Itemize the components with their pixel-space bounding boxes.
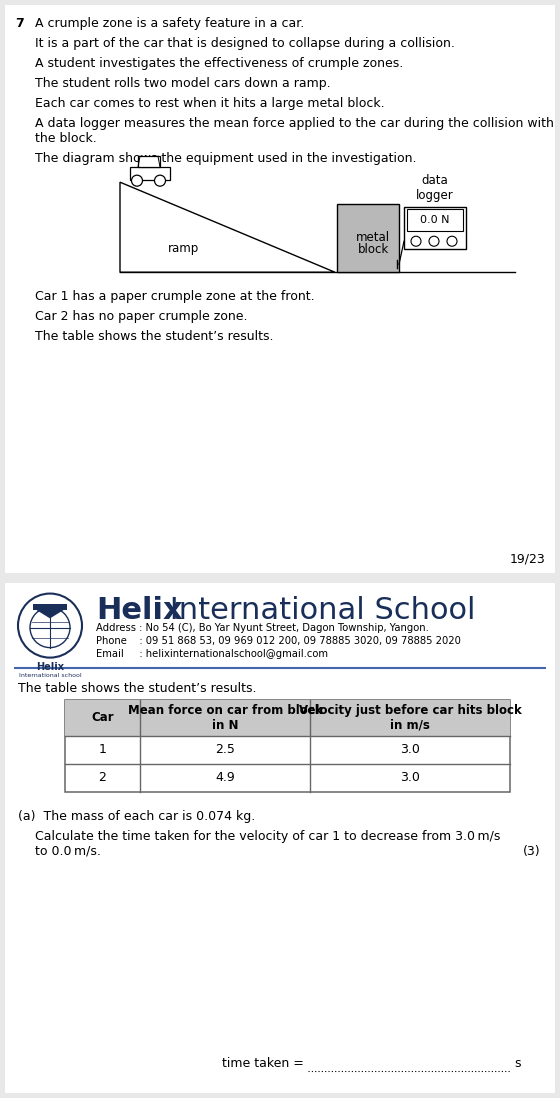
Text: A crumple zone is a safety feature in a car.: A crumple zone is a safety feature in a …	[35, 16, 304, 30]
Bar	[407, 210, 463, 232]
Circle shape	[132, 176, 142, 187]
Text: Address : No 54 (C), Bo Yar Nyunt Street, Dagon Township, Yangon.: Address : No 54 (C), Bo Yar Nyunt Street…	[96, 623, 429, 632]
Text: 19/23: 19/23	[509, 552, 545, 565]
Bar	[33, 604, 67, 609]
Text: Car: Car	[91, 712, 114, 725]
Bar	[138, 156, 160, 167]
Polygon shape	[37, 609, 63, 617]
Text: Car 1 has a paper crumple zone at the front.: Car 1 has a paper crumple zone at the fr…	[35, 290, 315, 303]
Text: 2: 2	[99, 771, 106, 784]
Circle shape	[30, 607, 70, 648]
Text: the block.: the block.	[35, 132, 97, 145]
Text: block: block	[358, 244, 389, 256]
Text: Email     : helixinternationalschool@gmail.com: Email : helixinternationalschool@gmail.c…	[96, 649, 328, 659]
Text: (a)  The mass of each car is 0.074 kg.: (a) The mass of each car is 0.074 kg.	[18, 809, 255, 822]
Text: International School: International School	[160, 595, 475, 625]
Text: Calculate the time taken for the velocity of car 1 to decrease from 3.0 m/s: Calculate the time taken for the velocit…	[35, 830, 501, 843]
Text: data
logger: data logger	[416, 175, 454, 202]
Text: metal: metal	[356, 232, 390, 244]
Circle shape	[411, 236, 421, 246]
Polygon shape	[120, 182, 335, 272]
Text: It is a part of the car that is designed to collapse during a collision.: It is a part of the car that is designed…	[35, 37, 455, 51]
Text: Each car comes to rest when it hits a large metal block.: Each car comes to rest when it hits a la…	[35, 97, 385, 110]
Text: The table shows the student’s results.: The table shows the student’s results.	[18, 682, 256, 695]
Bar	[65, 699, 510, 792]
Text: s: s	[514, 1057, 520, 1069]
Text: 3.0: 3.0	[400, 771, 420, 784]
Text: 7: 7	[15, 16, 24, 30]
Text: A student investigates the effectiveness of crumple zones.: A student investigates the effectiveness…	[35, 57, 403, 70]
Text: 0.0 N: 0.0 N	[420, 215, 450, 225]
Text: to 0.0 m/s.: to 0.0 m/s.	[35, 844, 101, 858]
Bar	[65, 699, 510, 736]
Text: 2.5: 2.5	[215, 743, 235, 757]
Text: Mean force on car from block
in N: Mean force on car from block in N	[128, 704, 322, 731]
Text: The table shows the student’s results.: The table shows the student’s results.	[35, 330, 273, 344]
Text: International school: International school	[18, 673, 81, 677]
Text: time taken =: time taken =	[222, 1057, 308, 1069]
Text: ramp: ramp	[168, 243, 199, 255]
Text: Helix: Helix	[96, 595, 183, 625]
Bar	[130, 167, 170, 180]
Circle shape	[155, 176, 166, 187]
Text: (3): (3)	[522, 844, 540, 858]
Text: Helix: Helix	[36, 662, 64, 672]
Text: 4.9: 4.9	[215, 771, 235, 784]
Text: 3.0: 3.0	[400, 743, 420, 757]
Text: Car 2 has no paper crumple zone.: Car 2 has no paper crumple zone.	[35, 311, 248, 323]
Text: The diagram shows the equipment used in the investigation.: The diagram shows the equipment used in …	[35, 153, 417, 165]
Circle shape	[447, 236, 457, 246]
Bar	[404, 208, 466, 249]
Text: 1: 1	[99, 743, 106, 757]
Text: A data logger measures the mean force applied to the car during the collision wi: A data logger measures the mean force ap…	[35, 117, 554, 130]
Text: Phone    : 09 51 868 53, 09 969 012 200, 09 78885 3020, 09 78885 2020: Phone : 09 51 868 53, 09 969 012 200, 09…	[96, 636, 461, 646]
Text: The student rolls two model cars down a ramp.: The student rolls two model cars down a …	[35, 77, 330, 90]
Circle shape	[429, 236, 439, 246]
Bar	[337, 204, 399, 272]
Text: Velocity just before car hits block
in m/s: Velocity just before car hits block in m…	[298, 704, 521, 731]
Circle shape	[18, 594, 82, 658]
